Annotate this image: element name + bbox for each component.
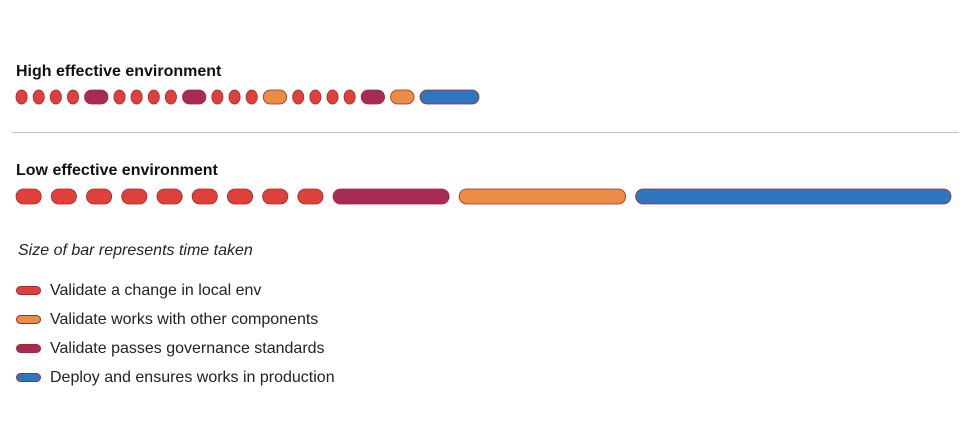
- legend-swatch-blue: [16, 373, 41, 382]
- bar-red: [67, 89, 79, 105]
- legend-swatch-red: [16, 286, 41, 295]
- section-divider: [12, 132, 959, 133]
- bar-red: [50, 188, 77, 205]
- bar-red: [49, 89, 62, 105]
- bar-blue: [419, 89, 480, 105]
- bar-red: [86, 188, 113, 205]
- bar-red: [15, 89, 28, 105]
- bar-red: [228, 89, 241, 105]
- bar-red: [32, 89, 45, 105]
- bar-red: [156, 188, 183, 205]
- bar-red: [226, 188, 254, 205]
- legend-label: Validate works with other components: [50, 310, 319, 328]
- bar-maroon: [360, 89, 385, 105]
- bar-red: [121, 188, 148, 205]
- legend-item: Validate passes governance standards: [16, 334, 335, 363]
- bar-maroon: [332, 188, 450, 205]
- legend-swatch-maroon: [16, 344, 41, 353]
- legend-item: Validate a change in local env: [16, 276, 335, 305]
- bar-red: [130, 89, 143, 105]
- legend-label: Validate a change in local env: [50, 281, 262, 299]
- bar-red: [15, 188, 42, 205]
- legend-label: Validate passes governance standards: [50, 339, 325, 357]
- bar-red: [211, 89, 224, 105]
- bar-orange: [458, 188, 627, 205]
- legend: Validate a change in local env Validate …: [16, 276, 335, 392]
- bar-red: [292, 89, 305, 105]
- bar-red: [113, 89, 126, 105]
- low-effective-title: Low effective environment: [16, 162, 218, 179]
- legend-swatch-orange: [16, 315, 41, 324]
- legend-label: Deploy and ensures works in production: [50, 368, 335, 386]
- legend-item: Deploy and ensures works in production: [16, 363, 335, 392]
- size-note: Size of bar represents time taken: [18, 242, 253, 259]
- bar-red: [343, 89, 356, 105]
- bar-red: [191, 188, 218, 205]
- bar-blue: [635, 188, 952, 205]
- bar-maroon: [84, 89, 109, 105]
- bar-red: [164, 89, 177, 105]
- bar-red: [326, 89, 339, 105]
- bar-red: [147, 89, 160, 105]
- bar-red: [309, 89, 322, 105]
- bar-maroon: [182, 89, 207, 105]
- high-effective-title: High effective environment: [16, 63, 222, 80]
- bar-red: [245, 89, 258, 105]
- legend-item: Validate works with other components: [16, 305, 335, 334]
- bar-red: [297, 188, 324, 205]
- bar-orange: [390, 89, 415, 105]
- bar-orange: [262, 89, 288, 105]
- bar-red: [262, 188, 289, 205]
